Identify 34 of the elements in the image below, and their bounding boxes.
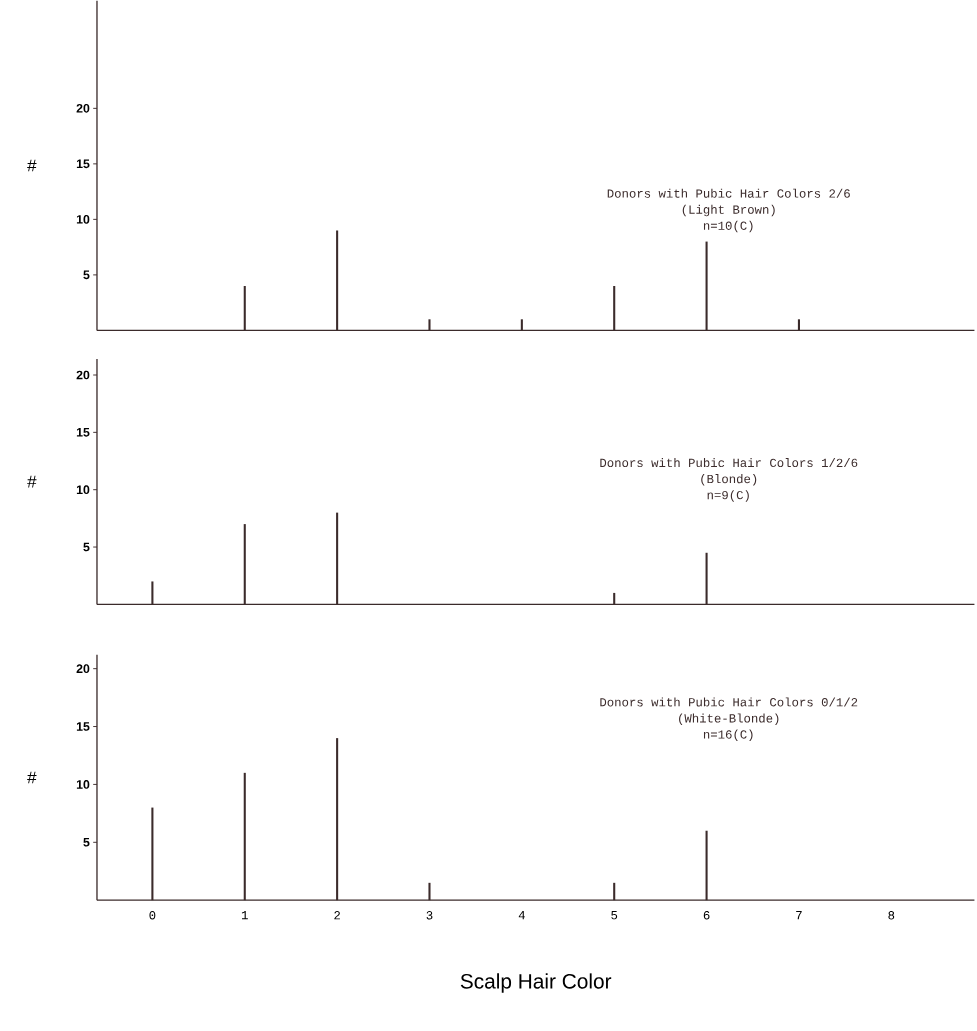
x-tick-label: 5 — [611, 911, 618, 920]
x-tick-label: 6 — [703, 911, 710, 920]
x-tick-label: 7 — [796, 911, 802, 920]
annotation: n=10(C) — [703, 220, 753, 233]
y-tick-label: 15 — [76, 159, 90, 169]
text: Donors with Pubic Hair Colors 2/6 — [607, 188, 850, 198]
y-tick-label: 10 — [76, 485, 90, 495]
x-axis-title: Scalp Hair Color — [460, 973, 612, 993]
text: (Blonde) — [701, 474, 757, 486]
y-tick-label: 15 — [76, 722, 90, 731]
y-tick-label: 20 — [76, 664, 90, 674]
x-tick-label: 3 — [426, 911, 433, 920]
x-tick-label: 0 — [149, 911, 156, 920]
y-axis-title: # — [27, 159, 37, 172]
annotation: n=9(C) — [707, 490, 749, 502]
y-tick-label: 10 — [76, 215, 90, 224]
y-tick-label: 20 — [76, 103, 90, 113]
y-tick-label: 20 — [76, 370, 90, 380]
y-tick-label: 15 — [76, 428, 90, 437]
y-axis-title: # — [27, 771, 37, 784]
y-tick-label: 5 — [83, 542, 90, 552]
y-axis-title: # — [27, 475, 37, 488]
y-tick-label: 5 — [83, 838, 90, 847]
y-tick-label: 10 — [76, 780, 90, 789]
text: (Light Brown) — [682, 204, 775, 217]
text: Donors with Pubic Hair Colors 0/1/2 — [600, 697, 858, 707]
y-tick-label: 5 — [83, 270, 90, 280]
x-tick-label: 1 — [241, 911, 248, 920]
text: Donors with Pubic Hair Colors 1/2/6 — [600, 458, 858, 468]
x-tick-label: 4 — [518, 911, 525, 920]
x-tick-label: 8 — [888, 911, 895, 920]
annotation: n=16(C) — [703, 729, 753, 742]
text: (White-Blonde) — [679, 713, 779, 725]
x-tick-label: 2 — [334, 911, 340, 920]
